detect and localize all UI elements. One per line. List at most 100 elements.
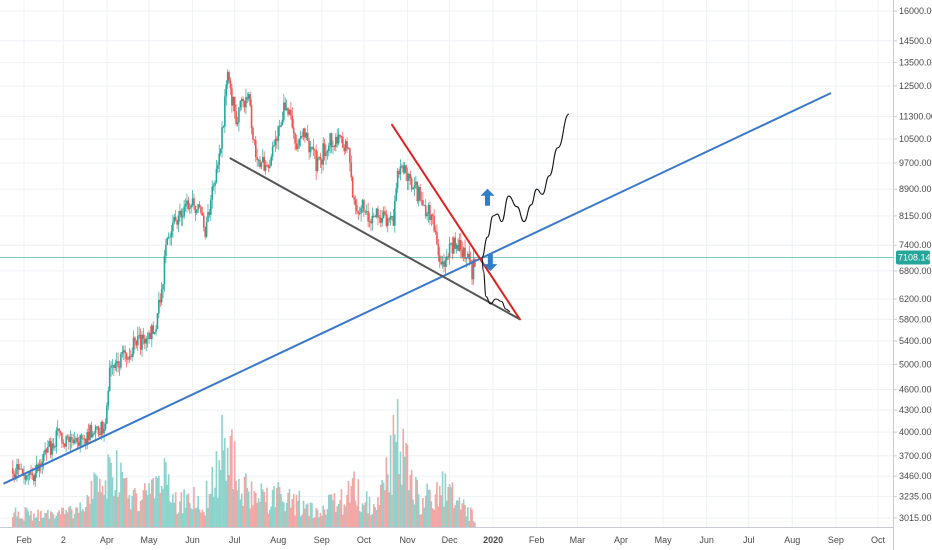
- candle-2019-09-08: [330, 132, 333, 154]
- volume-bar-2019-01-24: [11, 517, 14, 527]
- candle-2019-03-13: [79, 434, 81, 453]
- candle-2019-07-15: [253, 139, 256, 146]
- candle-2019-05-09: [159, 293, 162, 307]
- candle-2019-02-24: [55, 426, 58, 454]
- candle-2019-04-04: [110, 361, 112, 377]
- volume-bar-2019-09-03: [323, 509, 326, 527]
- candle-2019-11-11: [420, 191, 423, 206]
- volume-bar-2019-02-16: [44, 513, 46, 527]
- volume-bar-2019-02-12: [38, 521, 41, 527]
- volume-bar-2019-09-27: [357, 479, 360, 527]
- y-tick-label: 3235.00: [899, 492, 932, 502]
- candle-2019-04-03: [108, 360, 111, 392]
- volume-bar-2019-07-28: [271, 489, 274, 527]
- volume-bar-2019-06-12: [207, 508, 209, 527]
- volume-bar-2019-07-26: [269, 509, 271, 527]
- volume-bar-2019-07-29: [273, 486, 275, 527]
- candle-2019-08-11: [291, 107, 294, 129]
- volume-bar-2019-04-15: [125, 477, 128, 527]
- candle-2019-09-06: [327, 142, 330, 157]
- candle-2019-12-17: [471, 260, 473, 286]
- candle-2019-11-19: [431, 212, 434, 225]
- volume-bar-2019-06-04: [195, 507, 198, 527]
- volume-bar-2019-09-25: [354, 500, 357, 527]
- trendline-descending-resistance[interactable]: [391, 123, 521, 321]
- volume-bar-2019-12-15: [468, 521, 471, 527]
- volume-bar-2019-10-03: [365, 491, 368, 527]
- candle-2019-03-06: [69, 430, 72, 452]
- candle-2019-04-22: [135, 339, 138, 349]
- volume-bar-2019-02-14: [41, 517, 44, 527]
- candle-2019-07-21: [261, 148, 264, 163]
- volume-bar-2019-02-13: [40, 510, 42, 527]
- candle-2019-03-22: [92, 431, 94, 439]
- candle-2019-06-21: [219, 147, 222, 157]
- trendline-descending-support[interactable]: [229, 157, 521, 321]
- volume-bar-2019-03-21: [90, 480, 93, 527]
- volume-bar-2019-02-11: [37, 509, 39, 527]
- volume-bar-2019-03-07: [70, 509, 73, 527]
- volume-bar-2019-07-19: [259, 501, 261, 527]
- volume-bar-2019-03-12: [77, 512, 80, 527]
- volume-bar-2019-09-28: [358, 510, 361, 527]
- candle-2019-12-15: [468, 245, 471, 266]
- candle-2019-10-22: [392, 209, 395, 227]
- volume-bar-2019-07-12: [249, 508, 251, 527]
- candle-2019-07-10: [246, 92, 249, 103]
- x-tick-label: Jun: [699, 535, 714, 545]
- volume-bar-2019-09-11: [335, 511, 337, 527]
- candle-2019-07-24: [266, 161, 268, 167]
- volume-bar-2019-02-24: [55, 515, 58, 527]
- candle-2019-12-02: [450, 242, 452, 246]
- volume-bar-2019-09-20: [347, 481, 350, 527]
- arrow-layer[interactable]: [480, 188, 498, 272]
- volume-bar-2019-03-10: [75, 507, 77, 527]
- volume-bar-2019-05-23: [179, 501, 181, 527]
- volume-bar-2019-04-16: [127, 498, 129, 527]
- candle-2019-08-21: [305, 132, 308, 141]
- candle-2019-10-20: [389, 211, 392, 226]
- candle-2019-06-07: [200, 205, 202, 215]
- volume-bar-2019-04-09: [117, 496, 119, 527]
- arrow-down-icon[interactable]: [483, 254, 498, 272]
- volume-bar-2019-03-06: [69, 505, 72, 527]
- candle-2019-03-14: [80, 433, 83, 446]
- volume-bar-2019-02-05: [28, 515, 31, 527]
- volume-bar-2019-01-28: [17, 511, 20, 527]
- candle-2019-09-01: [320, 158, 323, 174]
- trendline-support[interactable]: [3, 92, 832, 485]
- candle-2019-07-20: [260, 161, 263, 170]
- volume-bar-2019-04-10: [118, 492, 121, 527]
- arrow-up-icon[interactable]: [480, 188, 495, 206]
- volume-bar-2019-06-05: [197, 495, 199, 527]
- volume-bar-2019-11-23: [437, 506, 440, 527]
- volume-bar-2019-10-11: [377, 497, 379, 527]
- candle-2019-11-04: [410, 176, 413, 192]
- x-tick-label: May: [141, 535, 159, 545]
- volume-bar-2019-10-07: [371, 514, 374, 527]
- candle-2019-03-29: [101, 420, 104, 436]
- volume-bar-2019-09-23: [351, 478, 354, 527]
- volume-bar-2019-03-09: [73, 513, 76, 527]
- candle-2019-05-31: [190, 203, 192, 214]
- candle-2019-08-20: [304, 127, 306, 143]
- projection-layer[interactable]: [481, 113, 570, 313]
- candle-2019-09-12: [336, 128, 339, 148]
- projection-path-bullish[interactable]: [481, 113, 570, 259]
- candle-2019-04-27: [142, 327, 145, 345]
- candle-2019-11-05: [412, 187, 414, 190]
- candle-2019-06-17: [214, 180, 216, 195]
- volume-bar-2019-02-08: [33, 513, 35, 527]
- volume-bar-2019-11-19: [431, 508, 434, 527]
- volume-bar-2019-08-12: [292, 493, 295, 527]
- candle-2019-09-02: [322, 137, 324, 171]
- volume-bar-2019-05-08: [158, 475, 160, 527]
- volume-bar-2019-11-24: [438, 486, 441, 527]
- projection-path-bearish[interactable]: [481, 256, 511, 313]
- trendline-layer[interactable]: [3, 92, 832, 485]
- candle-2019-09-21: [349, 147, 351, 172]
- volume-bar-2019-08-14: [295, 494, 298, 527]
- candle-2019-05-22: [177, 211, 180, 233]
- volume-bar-2019-09-15: [340, 489, 343, 527]
